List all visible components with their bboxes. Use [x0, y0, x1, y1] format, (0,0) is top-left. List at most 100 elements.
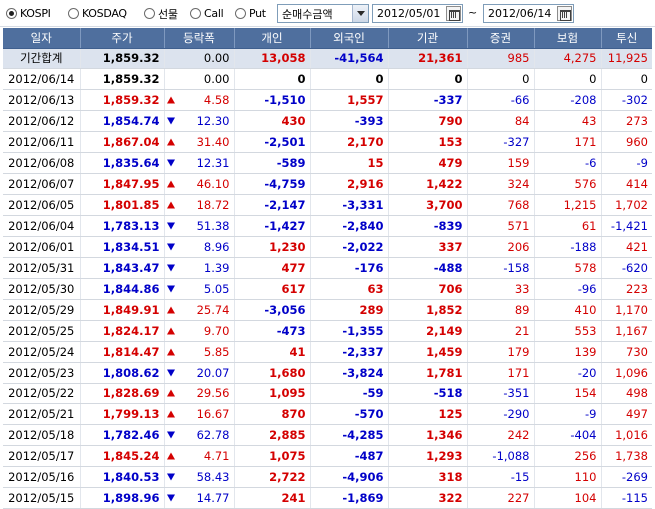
change-cell: 62.78: [164, 424, 235, 447]
column-header-individual[interactable]: 개인: [234, 28, 311, 49]
institution-cell: 1,852: [388, 299, 468, 321]
radio-kosdaq[interactable]: KOSDAQ: [68, 6, 127, 21]
insurance-cell: 139: [534, 341, 602, 363]
change-value: 18.72: [196, 198, 230, 213]
institution-cell: 337: [388, 236, 468, 258]
table-row[interactable]: 2012/06/12 1,854.74 12.30 430 -393 790 84 43 273: [3, 110, 652, 133]
individual-cell: 1,680: [234, 362, 311, 384]
table-row[interactable]: 2012/05/17 1,845.24 4.71 1,075 -487 1,293 -1,0…: [3, 445, 652, 468]
individual-cell: 41: [234, 341, 311, 363]
securities-cell: -1,088: [467, 445, 535, 468]
institution-cell: -518: [388, 383, 468, 405]
price-cell: 1,834.51: [80, 236, 165, 258]
arrow-up-icon: [166, 410, 175, 418]
radio-kospi[interactable]: KOSPI: [6, 6, 51, 21]
change-value: 51.38: [196, 218, 230, 233]
column-header-institution[interactable]: 기관: [388, 28, 468, 49]
foreign-cell: -59: [310, 383, 389, 405]
institution-cell: 1,422: [388, 173, 468, 196]
radio-futures[interactable]: 선물: [144, 6, 178, 21]
table-row[interactable]: 2012/05/16 1,840.53 58.43 2,722 -4,906 318 -15…: [3, 466, 652, 489]
table-row[interactable]: 2012/06/13 1,859.32 4.58 -1,510 1,557 -337 -66…: [3, 89, 652, 112]
date-cell: 2012/06/11: [3, 131, 81, 154]
trust-cell: 1,738: [601, 445, 652, 468]
table-row[interactable]: 2012/05/24 1,814.47 5.85 41 -2,337 1,459 179 13…: [3, 341, 652, 363]
change-value: 0.00: [203, 72, 230, 87]
table-row[interactable]: 2012/05/18 1,782.46 62.78 2,885 -4,285 1,346 2…: [3, 424, 652, 447]
date-cell: 기간합계: [3, 48, 81, 70]
arrow-down-icon: [166, 243, 175, 251]
securities-cell: -290: [467, 403, 535, 426]
radio-put[interactable]: Put: [235, 6, 266, 21]
price-cell: 1,859.32: [80, 48, 165, 70]
column-header-insurance[interactable]: 보험: [534, 28, 602, 49]
change-cell: 0.00: [164, 48, 235, 70]
table-row[interactable]: 2012/05/15 1,898.96 14.77 241 -1,869 322 227 10…: [3, 487, 652, 509]
table-row[interactable]: 2012/05/31 1,843.47 1.39 477 -176 -488 -158 578…: [3, 257, 652, 279]
chevron-down-icon[interactable]: [352, 5, 368, 22]
insurance-cell: -20: [534, 362, 602, 384]
column-header-securities[interactable]: 증권: [467, 28, 535, 49]
column-header-foreign[interactable]: 외국인: [310, 28, 389, 49]
institution-cell: 3,700: [388, 194, 468, 216]
foreign-cell: -41,564: [310, 48, 389, 70]
insurance-cell: 104: [534, 487, 602, 509]
table-row[interactable]: 2012/05/25 1,824.17 9.70 -473 -1,355 2,149 21 5…: [3, 320, 652, 342]
institution-cell: 790: [388, 110, 468, 133]
calendar-icon[interactable]: [557, 6, 572, 21]
table-row[interactable]: 2012/06/08 1,835.64 12.31 -589 15 479 159 -6 -9: [3, 152, 652, 175]
individual-cell: 430: [234, 110, 311, 133]
change-value: 4.58: [203, 93, 230, 108]
change-value: 12.30: [196, 114, 230, 129]
change-cell: 25.74: [164, 299, 235, 321]
table-row[interactable]: 2012/06/07 1,847.95 46.10 -4,759 2,916 1,422 3…: [3, 173, 652, 196]
column-header-trust[interactable]: 투신: [601, 28, 652, 49]
price-cell: 1,808.62: [80, 362, 165, 384]
change-cell: 12.31: [164, 152, 235, 175]
column-header-price[interactable]: 주가: [80, 28, 165, 49]
radio-call[interactable]: Call: [190, 6, 224, 21]
column-header-date[interactable]: 일자: [3, 28, 81, 49]
securities-cell: -327: [467, 131, 535, 154]
price-cell: 1,783.13: [80, 215, 165, 237]
securities-cell: 21: [467, 320, 535, 342]
radio-empty-icon: [68, 8, 79, 19]
calendar-icon[interactable]: [446, 6, 461, 21]
date-to-field[interactable]: 2012/06/14: [483, 4, 574, 23]
table-row[interactable]: 2012/05/30 1,844.86 5.05 617 63 706 33 -96 223: [3, 278, 652, 300]
trust-cell: 11,925: [601, 48, 652, 70]
table-row[interactable]: 2012/06/01 1,834.51 8.96 1,230 -2,022 337 206-…: [3, 236, 652, 258]
arrow-down-icon: [166, 117, 175, 125]
trust-cell: -9: [601, 152, 652, 175]
insurance-cell: 576: [534, 173, 602, 196]
table-row[interactable]: 2012/05/23 1,808.62 20.07 1,680 -3,824 1,781 1…: [3, 362, 652, 384]
column-header-change[interactable]: 등락폭: [164, 28, 235, 49]
amount-type-select[interactable]: 순매수금액: [277, 4, 369, 23]
date-cell: 2012/05/29: [3, 299, 81, 321]
table-row[interactable]: 2012/06/04 1,783.13 51.38 -1,427 -2,840 -839 5…: [3, 215, 652, 237]
date-cell: 2012/06/01: [3, 236, 81, 258]
price-cell: 1,843.47: [80, 257, 165, 279]
change-value: 9.70: [203, 323, 230, 338]
trust-cell: 498: [601, 383, 652, 405]
change-cell: 4.71: [164, 445, 235, 468]
toolbar: KOSPI KOSDAQ 선물 Call Put 순매수금액 2012/05/0…: [0, 0, 655, 27]
table-row[interactable]: 2012/06/11 1,867.04 31.40 -2,501 2,170 153 -32…: [3, 131, 652, 154]
institution-cell: 322: [388, 487, 468, 509]
securities-cell: 171: [467, 362, 535, 384]
price-cell: 1,867.04: [80, 131, 165, 154]
individual-cell: -4,759: [234, 173, 311, 196]
change-value: 1.39: [203, 260, 230, 275]
table-row[interactable]: 2012/05/21 1,799.13 16.67 870 -570 125 -290 -9 4…: [3, 403, 652, 426]
table-row[interactable]: 2012/05/22 1,828.69 29.56 1,095 -59 -518 -351 1…: [3, 383, 652, 405]
date-cell: 2012/06/08: [3, 152, 81, 175]
summary-row[interactable]: 기간합계 1,859.32 0.00 13,058 -41,564 21,361 985 4,…: [3, 48, 652, 70]
change-cell: 58.43: [164, 466, 235, 489]
institution-cell: 318: [388, 466, 468, 489]
table-row[interactable]: 2012/06/14 1,859.32 0.00 0 0 0 0 0 0: [3, 68, 652, 91]
change-cell: 4.58: [164, 89, 235, 112]
table-row[interactable]: 2012/05/29 1,849.91 25.74 -3,056 289 1,852 89 4…: [3, 299, 652, 321]
change-cell: 46.10: [164, 173, 235, 196]
table-row[interactable]: 2012/06/05 1,801.85 18.72 -2,147 -3,331 3,700…: [3, 194, 652, 216]
date-from-field[interactable]: 2012/05/01: [372, 4, 463, 23]
